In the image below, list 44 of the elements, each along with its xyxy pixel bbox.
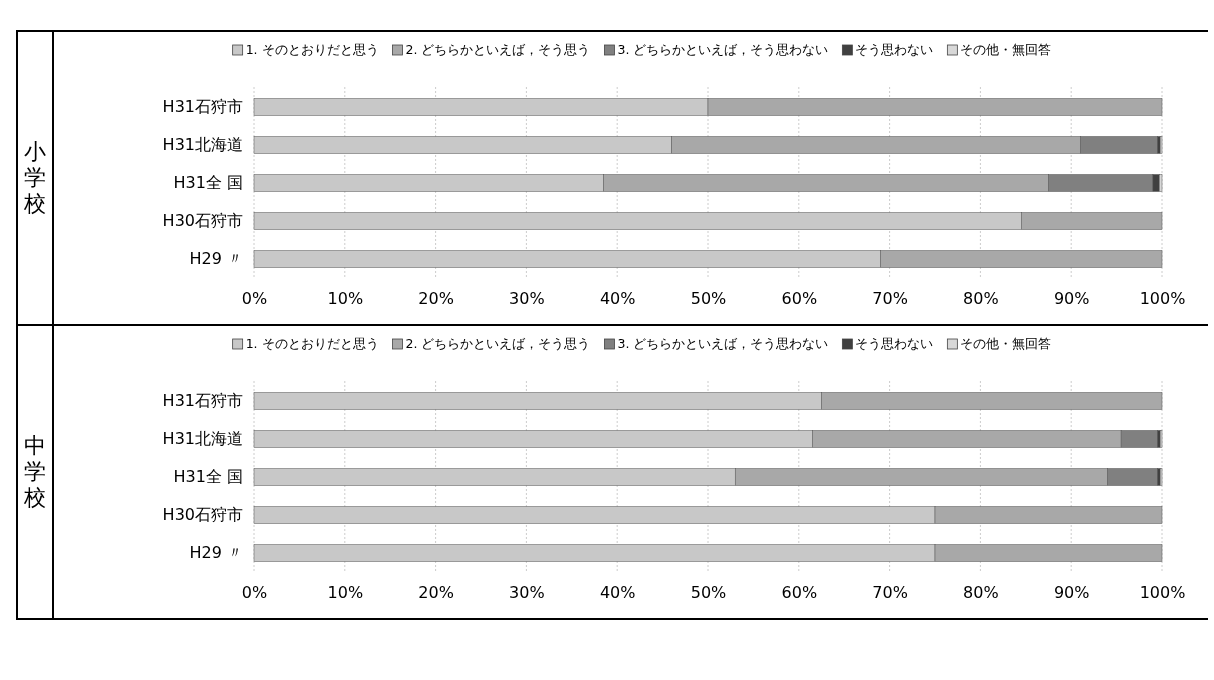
x-tick-label: 20% bbox=[418, 583, 454, 603]
y-tick-label: H31石狩市 bbox=[162, 97, 243, 117]
x-tick-label: 10% bbox=[327, 289, 364, 309]
legend-label: 2. どちらかといえば，そう思う bbox=[405, 42, 591, 57]
legend-label: その他・無回答 bbox=[960, 336, 1052, 351]
x-tick-label: 70% bbox=[872, 289, 908, 309]
y-tick-label: H31北海道 bbox=[162, 429, 243, 449]
x-tick-label: 30% bbox=[509, 583, 545, 603]
x-tick-label: 0% bbox=[241, 289, 268, 309]
x-tick-label: 40% bbox=[599, 583, 636, 603]
x-tick-label: 80% bbox=[963, 583, 999, 603]
x-tick-label: 50% bbox=[690, 583, 727, 603]
legend-label: 3. どちらかといえば，そう思わない bbox=[617, 42, 829, 57]
x-tick-label: 90% bbox=[1053, 583, 1090, 603]
x-tick-label: 20% bbox=[418, 289, 454, 309]
y-tick-label: H29 〃 bbox=[189, 543, 243, 563]
legend-label: そう思わない bbox=[855, 42, 934, 57]
x-tick-label: 30% bbox=[509, 289, 545, 309]
y-tick-label: H31北海道 bbox=[162, 135, 243, 155]
y-axis-title: 小学校 bbox=[23, 139, 47, 217]
y-axis-title: 中学校 bbox=[23, 433, 47, 511]
y-tick-label: H29 〃 bbox=[189, 249, 243, 269]
legend-label: そう思わない bbox=[855, 336, 934, 351]
y-tick-label: H31全 国 bbox=[173, 467, 243, 487]
legend-label: 1. そのとおりだと思う bbox=[245, 42, 379, 57]
x-tick-label: 50% bbox=[690, 289, 727, 309]
x-tick-label: 90% bbox=[1053, 289, 1090, 309]
x-tick-label: 40% bbox=[599, 289, 636, 309]
x-tick-label: 100% bbox=[1139, 289, 1186, 309]
legend-label: 2. どちらかといえば，そう思う bbox=[405, 336, 591, 351]
x-tick-label: 80% bbox=[963, 289, 999, 309]
y-tick-label: H31全 国 bbox=[173, 173, 243, 193]
x-tick-label: 10% bbox=[327, 583, 364, 603]
y-tick-label: H30石狩市 bbox=[162, 211, 243, 231]
y-tick-label: H30石狩市 bbox=[162, 505, 243, 525]
legend-label: その他・無回答 bbox=[960, 42, 1052, 57]
x-tick-label: 60% bbox=[781, 583, 818, 603]
x-tick-label: 70% bbox=[872, 583, 908, 603]
legend-label: 1. そのとおりだと思う bbox=[245, 336, 379, 351]
y-tick-label: H31石狩市 bbox=[162, 391, 243, 411]
x-tick-label: 100% bbox=[1139, 583, 1186, 603]
x-tick-label: 60% bbox=[781, 289, 818, 309]
legend-label: 3. どちらかといえば，そう思わない bbox=[617, 336, 829, 351]
x-tick-label: 0% bbox=[241, 583, 268, 603]
